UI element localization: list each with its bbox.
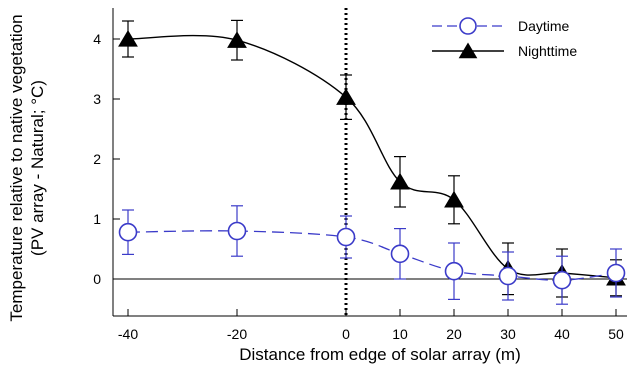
- y-tick-label: 1: [93, 211, 101, 227]
- x-tick-label: 20: [446, 326, 462, 342]
- daytime-point: [118, 222, 138, 242]
- nighttime-point: [390, 172, 410, 190]
- x-tick-label: 0: [342, 326, 350, 342]
- daytime-point: [227, 221, 247, 241]
- nighttime-point: [118, 30, 138, 47]
- nighttime-point: [444, 190, 464, 208]
- x-tick-label: -40: [118, 326, 138, 342]
- legend-nighttime-label: Nighttime: [518, 43, 577, 59]
- nighttime-point: [336, 88, 356, 105]
- nighttime-line: [127, 34, 617, 279]
- x-tick-label: 50: [608, 326, 624, 342]
- series-daytime: [118, 205, 626, 305]
- x-tick-label: 40: [554, 326, 570, 342]
- daytime-point: [498, 266, 518, 286]
- x-tick-label: -20: [227, 326, 247, 342]
- x-tick-label: 30: [500, 326, 516, 342]
- y-axis-title-line1: Temperature relative to native vegetatio…: [7, 14, 26, 321]
- legend-daytime-label: Daytime: [518, 18, 570, 34]
- y-tick-label: 4: [93, 31, 101, 47]
- nighttime-point: [227, 31, 247, 48]
- legend: Daytime Nighttime: [432, 17, 577, 59]
- y-tick-label: 3: [93, 91, 101, 107]
- daytime-point: [444, 261, 464, 281]
- y-axis-title-line2: (PV array - Natural; °C): [28, 80, 47, 256]
- x-axis-title: Distance from edge of solar array (m): [239, 345, 521, 364]
- x-tick-label: 10: [392, 326, 408, 342]
- daytime-point: [606, 263, 626, 283]
- legend-nighttime-marker: [458, 42, 478, 59]
- series-nighttime: [118, 19, 626, 298]
- y-tick-label: 0: [93, 271, 101, 287]
- daytime-point: [336, 227, 356, 247]
- axes: 0 1 2 3 4 -40 -20 0 10 20 30 40 50: [93, 31, 624, 342]
- daytime-point: [552, 270, 572, 290]
- series-layer: [118, 19, 626, 305]
- y-tick-label: 2: [93, 151, 101, 167]
- daytime-line: [127, 230, 617, 281]
- daytime-point: [390, 244, 410, 264]
- plot-area: [112, 8, 627, 317]
- legend-daytime-marker: [459, 17, 477, 35]
